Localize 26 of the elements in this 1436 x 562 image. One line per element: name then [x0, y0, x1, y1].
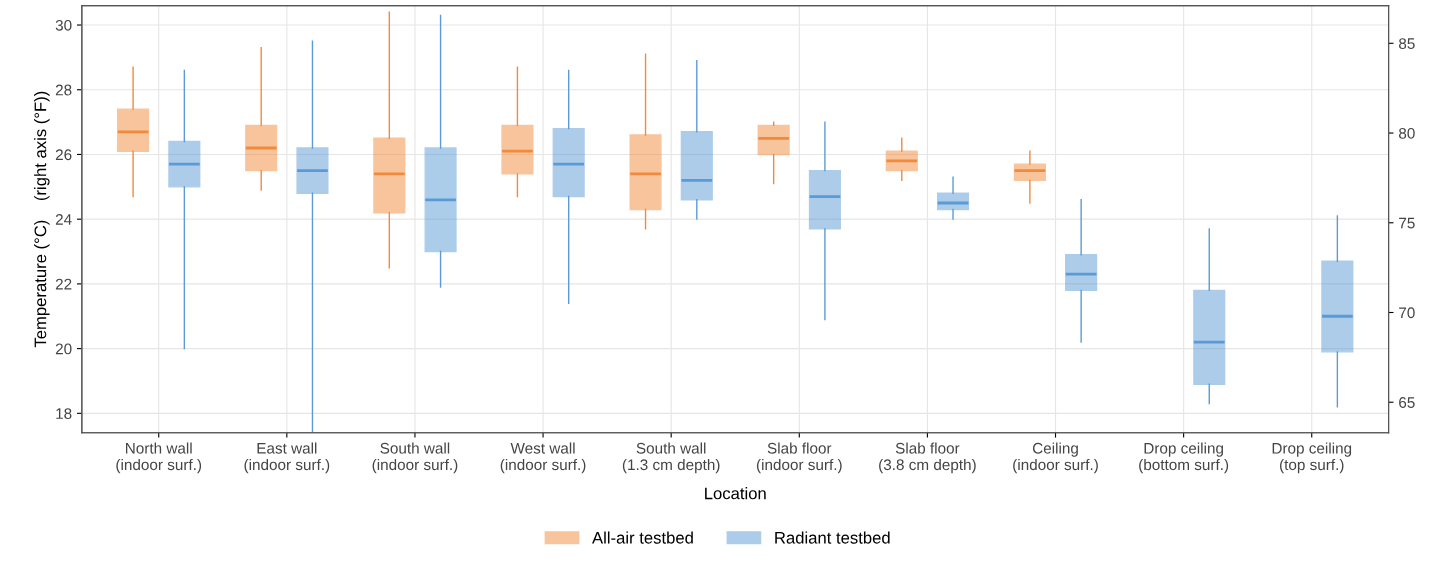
y-axis-title: Temperature (°C) (right axis (°F)) [34, 91, 50, 348]
x-tick-label: East wall (indoor surf.) [244, 442, 330, 474]
x-tick-label: West wall (indoor surf.) [500, 442, 586, 474]
x-tick-label: Ceiling (indoor surf.) [1013, 442, 1098, 474]
y2-tick-label: 75 [1399, 217, 1415, 229]
y-tick-label: 30 [55, 19, 72, 31]
y-tick-label: 18 [56, 408, 72, 420]
legend-label: Radiant testbed [775, 531, 890, 544]
x-tick-label: Drop ceiling (top surf.) [1272, 442, 1352, 474]
legend-label: All-air testbed [592, 531, 693, 544]
y-tick-label: 28 [55, 84, 72, 96]
x-tick-label: Slab floor (3.8 cm depth) [879, 442, 976, 474]
y-tick-label: 20 [55, 343, 72, 355]
y2-tick-label: 80 [1399, 127, 1415, 139]
x-tick-label: Slab floor (indoor surf.) [756, 442, 842, 474]
y-tick-label: 22 [55, 278, 72, 290]
x-tick-label: South wall (1.3 cm depth) [622, 442, 720, 474]
x-axis-title: Location [705, 487, 766, 500]
y2-tick-label: 70 [1399, 307, 1415, 319]
y-tick-label: 24 [55, 214, 72, 225]
x-tick-label: North wall (indoor surf.) [116, 442, 202, 474]
y-tick-label: 26 [55, 149, 72, 161]
x-tick-label: Drop ceiling (bottom surf.) [1139, 442, 1229, 474]
y2-tick-label: 85 [1399, 38, 1415, 49]
x-tick-label: South wall (indoor surf.) [372, 442, 458, 474]
y2-tick-label: 65 [1399, 397, 1415, 408]
